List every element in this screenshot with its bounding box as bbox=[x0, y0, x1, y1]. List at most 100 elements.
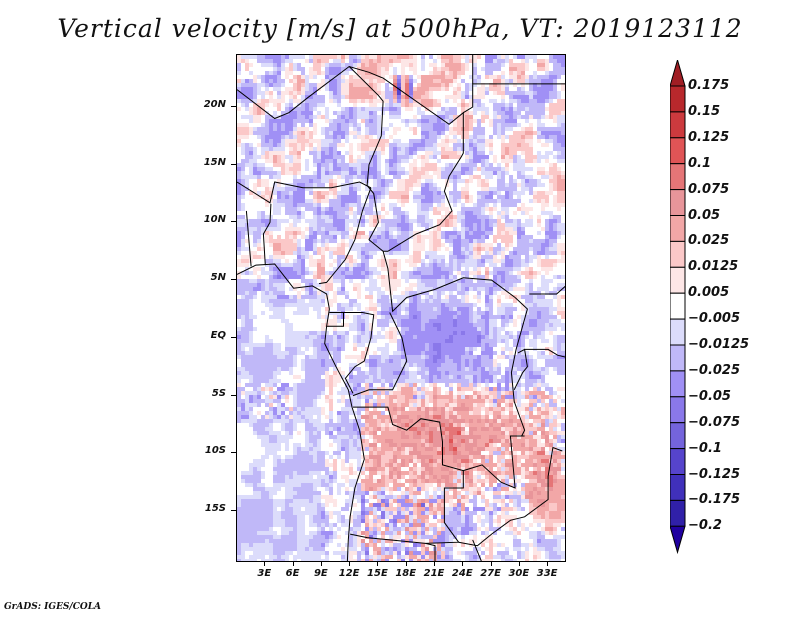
field-cell bbox=[277, 131, 281, 135]
field-cell bbox=[341, 107, 345, 111]
field-cell bbox=[501, 207, 505, 211]
field-cell bbox=[453, 319, 457, 323]
field-cell bbox=[365, 167, 369, 171]
field-cell bbox=[557, 323, 561, 327]
field-cell bbox=[289, 195, 293, 199]
field-cell bbox=[309, 255, 313, 259]
field-cell bbox=[509, 267, 513, 271]
field-cell bbox=[385, 335, 389, 339]
field-cell bbox=[381, 231, 385, 235]
field-cell bbox=[509, 63, 513, 67]
field-cell bbox=[481, 311, 485, 315]
field-cell bbox=[545, 75, 549, 79]
field-cell bbox=[437, 291, 441, 295]
field-cell bbox=[533, 323, 537, 327]
field-cell bbox=[257, 131, 261, 135]
field-cell bbox=[325, 199, 329, 203]
field-cell bbox=[349, 203, 353, 207]
field-cell bbox=[353, 343, 357, 347]
field-cell bbox=[401, 187, 405, 191]
field-cell bbox=[377, 119, 381, 123]
field-cell bbox=[333, 215, 337, 219]
field-cell bbox=[397, 299, 401, 303]
field-cell bbox=[305, 235, 309, 239]
field-cell bbox=[505, 335, 509, 339]
field-cell bbox=[245, 271, 249, 275]
field-cell bbox=[517, 147, 521, 151]
field-cell bbox=[329, 363, 333, 367]
field-cell bbox=[493, 87, 497, 91]
field-cell bbox=[509, 183, 513, 187]
field-cell bbox=[409, 155, 413, 159]
field-cell bbox=[309, 295, 313, 299]
field-cell bbox=[325, 127, 329, 131]
field-cell bbox=[401, 171, 405, 175]
field-cell bbox=[529, 135, 533, 139]
field-cell bbox=[245, 355, 249, 359]
field-cell bbox=[433, 303, 437, 307]
field-cell bbox=[537, 351, 541, 355]
field-cell bbox=[373, 127, 377, 131]
field-cell bbox=[409, 307, 413, 311]
field-cell bbox=[413, 323, 417, 327]
field-cell bbox=[293, 91, 297, 95]
field-cell bbox=[337, 255, 341, 259]
field-cell bbox=[337, 123, 341, 127]
field-cell bbox=[345, 291, 349, 295]
field-cell bbox=[493, 67, 497, 71]
field-cell bbox=[445, 115, 449, 119]
field-cell bbox=[465, 347, 469, 351]
field-cell bbox=[453, 55, 457, 59]
field-cell bbox=[553, 315, 557, 319]
field-cell bbox=[425, 79, 429, 83]
field-cell bbox=[281, 319, 285, 323]
field-cell bbox=[537, 159, 541, 163]
field-cell bbox=[393, 251, 397, 255]
field-cell bbox=[417, 291, 421, 295]
field-cell bbox=[317, 303, 321, 307]
field-cell bbox=[321, 139, 325, 143]
field-cell bbox=[449, 115, 453, 119]
field-cell bbox=[397, 183, 401, 187]
field-cell bbox=[381, 291, 385, 295]
field-cell bbox=[417, 347, 421, 351]
field-cell bbox=[417, 75, 421, 79]
field-cell bbox=[357, 111, 361, 115]
field-cell bbox=[373, 55, 377, 59]
field-cell bbox=[277, 259, 281, 263]
field-cell bbox=[449, 179, 453, 183]
field-cell bbox=[353, 211, 357, 215]
field-cell bbox=[273, 67, 277, 71]
field-cell bbox=[305, 159, 309, 163]
field-cell bbox=[257, 347, 261, 351]
field-cell bbox=[421, 135, 425, 139]
field-cell bbox=[333, 179, 337, 183]
field-cell bbox=[449, 139, 453, 143]
field-cell bbox=[277, 71, 281, 75]
field-cell bbox=[265, 223, 269, 227]
field-cell bbox=[361, 135, 365, 139]
field-cell bbox=[249, 331, 253, 335]
field-cell bbox=[309, 123, 313, 127]
field-cell bbox=[465, 319, 469, 323]
field-cell bbox=[293, 239, 297, 243]
field-cell bbox=[345, 123, 349, 127]
field-cell bbox=[473, 219, 477, 223]
field-cell bbox=[277, 283, 281, 287]
field-cell bbox=[373, 67, 377, 71]
field-cell bbox=[361, 235, 365, 239]
field-cell bbox=[309, 259, 313, 263]
field-cell bbox=[377, 159, 381, 163]
field-cell bbox=[365, 339, 369, 343]
field-cell bbox=[333, 339, 337, 343]
field-cell bbox=[349, 355, 353, 359]
field-cell bbox=[457, 115, 461, 119]
field-cell bbox=[309, 363, 313, 367]
field-cell bbox=[433, 99, 437, 103]
field-cell bbox=[317, 247, 321, 251]
field-cell bbox=[381, 55, 385, 59]
field-cell bbox=[337, 95, 341, 99]
field-cell bbox=[281, 155, 285, 159]
field-cell bbox=[361, 107, 365, 111]
field-cell bbox=[465, 55, 469, 59]
